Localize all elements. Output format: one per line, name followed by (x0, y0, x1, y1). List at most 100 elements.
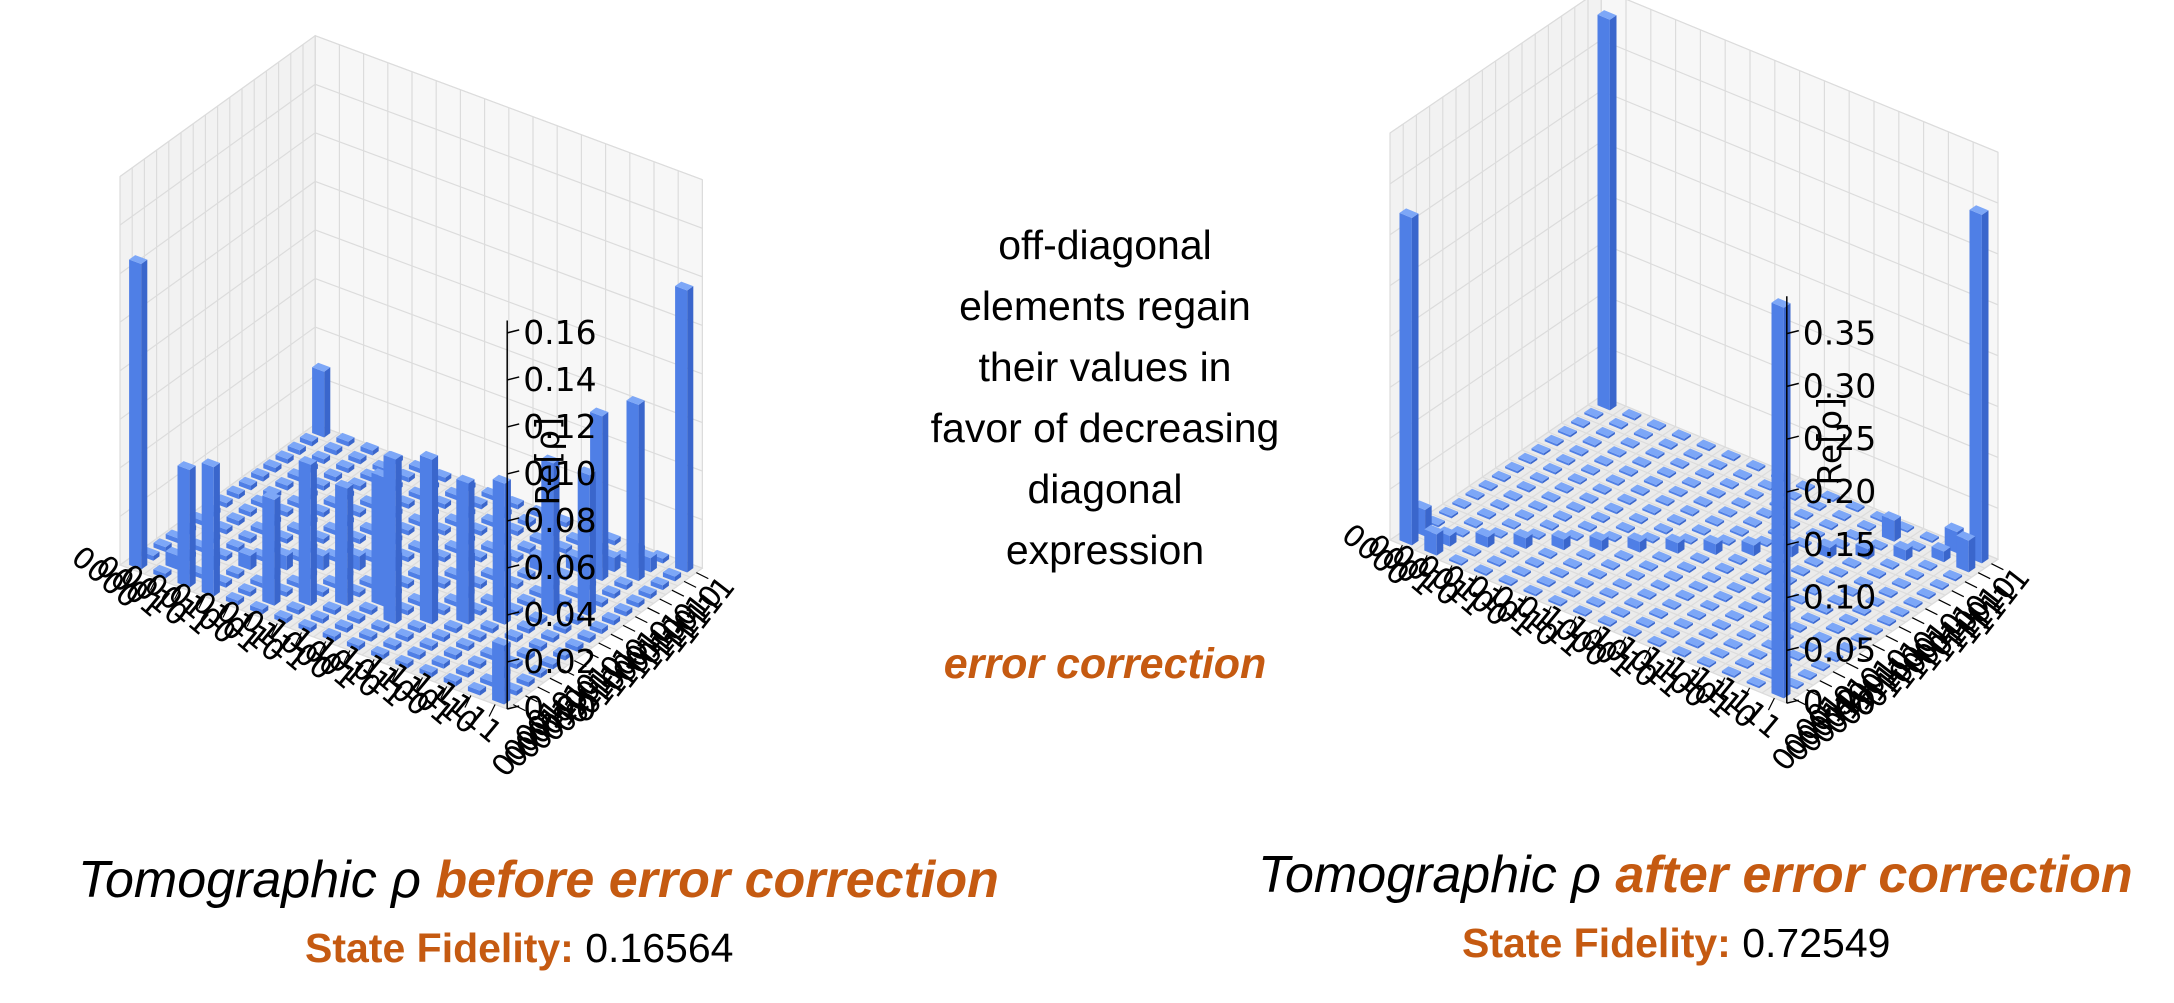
bar-side-face (480, 606, 487, 616)
bar-after-9-3 (1662, 598, 1682, 611)
bar-side-face (1563, 535, 1571, 551)
bar-side-face (1697, 642, 1705, 649)
bar-top-face (1832, 509, 1852, 520)
bar-after-13-15 (1919, 531, 1939, 543)
bar-after-14-14 (1931, 542, 1951, 563)
bar-side-face (468, 668, 475, 678)
bar-side-face (1648, 621, 1655, 629)
bar-before-8-3 (359, 601, 378, 616)
bar-before-15-13 (650, 576, 669, 591)
y-tick (1806, 689, 1819, 697)
bar-side-face (1598, 601, 1606, 608)
wall-grid-line (314, 83, 703, 229)
bar-front-face (528, 668, 541, 679)
bar-side-face (1511, 579, 1518, 587)
bar-after-2-8 (1554, 482, 1574, 494)
floor-grid-line (1712, 528, 1924, 674)
bar-top-face (1452, 497, 1472, 508)
bar-side-face (565, 598, 572, 608)
bar-top-face (1842, 557, 1862, 567)
bar-side-face (419, 650, 426, 660)
bar-side-face (1753, 541, 1761, 557)
bar-side-face (529, 598, 536, 608)
bar-top-face (1786, 649, 1806, 660)
bar-side-face (1750, 606, 1758, 613)
bar-after-4-6 (1577, 520, 1597, 533)
bar-after-4-1 (1511, 565, 1531, 578)
bar-after-15-14 (1956, 531, 1976, 573)
bar-side-face (1502, 504, 1510, 511)
bar-front-face (1703, 539, 1716, 555)
bar-top-face (1726, 581, 1746, 592)
caption-before: Tomographic ρ before error correction (78, 850, 999, 910)
bar-side-face (1864, 609, 1872, 617)
bar-side-face (1512, 551, 1520, 558)
bar-after-14-7 (1839, 613, 1859, 626)
bar-top-face (1462, 545, 1482, 555)
bar-side-face (687, 286, 694, 573)
bar-front-face (1622, 413, 1635, 421)
bar-front-face (1956, 535, 1969, 573)
bar-side-face (602, 598, 609, 608)
x-tick (1718, 677, 1726, 690)
bar-before-6-2 (298, 456, 317, 606)
bar-after-7-0 (1573, 605, 1593, 617)
bar-top-face (1563, 557, 1583, 568)
bar-front-face (444, 597, 457, 607)
bar-before-11-1 (407, 646, 426, 660)
x-tick (1569, 616, 1577, 629)
bar-side-face (287, 454, 294, 464)
bar-top-face (1688, 580, 1708, 591)
bar-side-face (1580, 478, 1587, 485)
bar-after-0-15 (1597, 10, 1617, 411)
bar-side-face (360, 481, 367, 491)
bar-front-face (1801, 616, 1814, 624)
bar-before-13-8 (541, 454, 560, 617)
bar-after-2-13 (1620, 437, 1640, 449)
z-axis-title: Re[ρ] (1810, 397, 1849, 485)
bar-side-face (1808, 485, 1815, 492)
bar-side-face (1666, 528, 1673, 535)
bar-top-face (153, 564, 172, 574)
bar-side-face (395, 455, 402, 625)
bar-top-face (1905, 568, 1925, 579)
bar-after-15-11 (1916, 587, 1936, 600)
bar-front-face (1748, 652, 1761, 660)
bar-before-1-14 (324, 441, 343, 456)
bar-side-face (1489, 513, 1497, 520)
bar-front-face (480, 624, 493, 634)
bar-side-face (1879, 572, 1887, 579)
bar-front-face (1824, 655, 1837, 663)
bars-group (129, 255, 694, 705)
y-tick (574, 660, 587, 668)
bar-side-face (1676, 575, 1683, 582)
bar-side-face (1486, 569, 1493, 576)
bar-top-face (1611, 606, 1631, 616)
bar-side-face (516, 686, 523, 696)
bar-side-face (614, 616, 621, 626)
bar-top-face (1577, 520, 1597, 531)
bar-after-15-10 (1903, 596, 1923, 609)
bar-front-face (1658, 442, 1672, 450)
bar-top-face (1553, 510, 1573, 520)
bar-side-face (1833, 495, 1840, 503)
bar-front-face (480, 677, 493, 687)
bar-top-face (1645, 447, 1665, 457)
bar-side-face (1504, 475, 1511, 483)
bar-after-0-10 (1531, 443, 1551, 456)
bar-top-face (1584, 407, 1604, 418)
bar-side-face (445, 473, 452, 483)
y-tick (1951, 590, 1965, 598)
bar-after-14-8 (1852, 604, 1872, 617)
bar-front-face (1599, 591, 1612, 599)
bar-front-face (1541, 495, 1554, 503)
bar-side-face (226, 498, 233, 508)
bar-top-face (1880, 558, 1900, 568)
bar-side-face (408, 526, 415, 536)
bar-top-face (528, 637, 548, 647)
annotation-line: diagonal (1027, 466, 1183, 512)
bar-top-face (226, 512, 245, 521)
x-tick (367, 659, 375, 672)
bar-side-face (1694, 481, 1701, 489)
bar-after-2-15 (1647, 419, 1667, 431)
